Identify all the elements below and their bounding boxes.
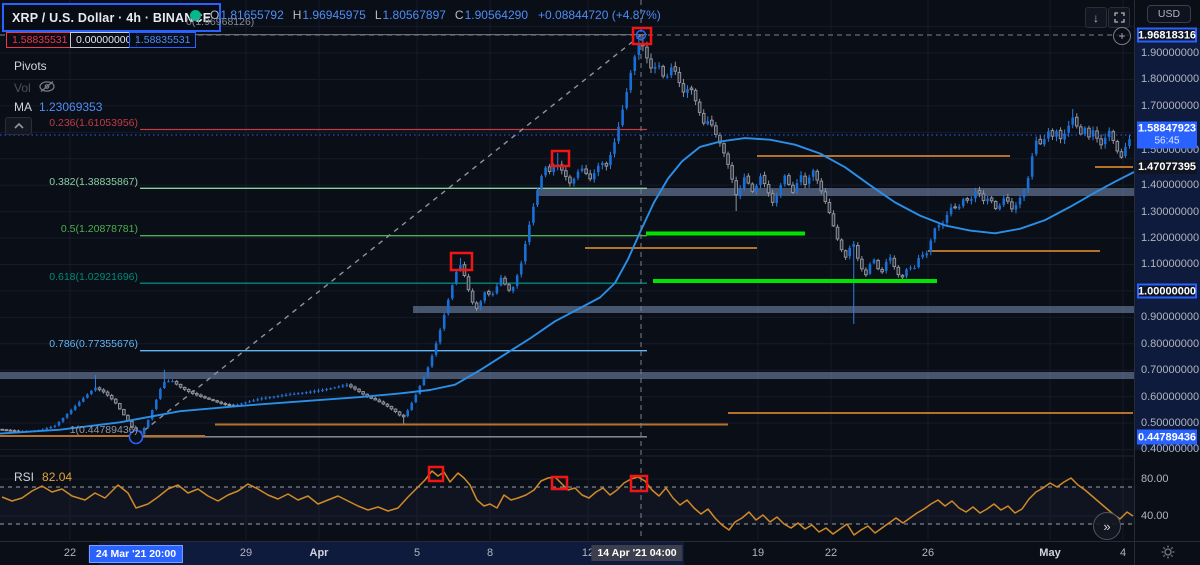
time-tick: 12 [581, 547, 595, 559]
legend-ma[interactable]: MA 1.23069353 [14, 100, 103, 114]
red-annotation-box[interactable] [629, 474, 649, 493]
price-tick: 1.20000000 [1141, 232, 1200, 244]
eye-slash-icon[interactable] [38, 80, 56, 96]
legend-pivots[interactable]: Pivots [14, 59, 47, 73]
legend-volume[interactable]: Vol [14, 80, 56, 96]
chart-canvas[interactable] [0, 0, 1134, 541]
price-tick: 0.50000000 [1141, 417, 1200, 429]
price-tick: 0.60000000 [1141, 391, 1200, 403]
price-label-zero[interactable]: 0.00000000 [70, 32, 138, 48]
time-tick: 22 [824, 547, 838, 559]
price-tick: 1.40000000 [1141, 179, 1200, 191]
low-value: 1.80567897 [382, 8, 446, 22]
current-price-label: 1.58847923 [1137, 122, 1197, 135]
axis-selection-highlight [99, 542, 684, 565]
price-axis-label[interactable]: 0.44789436 [1137, 429, 1197, 445]
gear-icon[interactable] [1161, 545, 1175, 564]
red-annotation-box[interactable] [550, 475, 569, 491]
change-value: +0.08844720 (+4.87%) [538, 8, 661, 22]
price-axis-label[interactable]: 1.00000000 [1137, 283, 1197, 299]
legend-collapse-button[interactable] [5, 117, 32, 135]
pane-collapse-button[interactable]: ↓ [1085, 7, 1107, 28]
price-tick: 1.30000000 [1141, 206, 1200, 218]
fib-level-0-label: 0(1.96968126) [186, 16, 255, 28]
price-tick: 1.70000000 [1141, 100, 1200, 112]
price-label-blue[interactable]: 1.58835531 [129, 32, 197, 48]
time-tick: 4 [1119, 547, 1127, 559]
price-tick: 1.90000000 [1141, 47, 1200, 59]
fib-anchor-handle[interactable] [635, 29, 647, 41]
price-tick: 40.00 [1141, 510, 1169, 522]
axis-settings-corner[interactable] [1134, 541, 1200, 565]
time-axis-label-box[interactable]: 14 Apr '21 04:00 [591, 545, 683, 561]
price-tick: 1.80000000 [1141, 73, 1200, 85]
time-tick: 26 [921, 547, 935, 559]
time-tick: 29 [239, 547, 253, 559]
time-tick: 8 [486, 547, 494, 559]
price-tick: 80.00 [1141, 473, 1169, 485]
open-value: 1.81655792 [220, 8, 284, 22]
fib-anchor-handle[interactable] [128, 429, 144, 445]
price-label-red[interactable]: 1.58835531 [6, 32, 74, 48]
red-annotation-box[interactable] [550, 149, 571, 168]
bar-countdown: 56:45 [1154, 135, 1180, 147]
rsi-value: 82.04 [42, 470, 73, 484]
time-tick: 5 [413, 547, 421, 559]
symbol-ticker-box[interactable]: XRP / U.S. Dollar · 4h · BINANCE [2, 3, 222, 32]
close-value: 1.90564290 [464, 8, 528, 22]
time-axis-label-box[interactable]: 24 Mar '21 20:00 [88, 545, 184, 563]
time-tick: 22 [63, 547, 77, 559]
legend-rsi[interactable]: RSI 82.04 [14, 470, 73, 484]
fib-level-label: 0.5(1.20878781) [60, 223, 138, 236]
price-axis-label[interactable]: 1.47077395 [1137, 160, 1197, 174]
ma-value: 1.23069353 [39, 100, 103, 114]
price-tick: 0.40000000 [1141, 443, 1200, 455]
price-tick: 1.10000000 [1141, 258, 1200, 270]
axis-selection-highlight [1135, 28, 1200, 450]
time-tick: Apr [309, 547, 329, 559]
fib-level-label: 1(0.44789436) [69, 424, 138, 437]
pane-maximize-icon[interactable] [1108, 7, 1130, 28]
price-axis[interactable]: 1.90000000 1.80000000 1.70000000 1.50000000… [1134, 0, 1200, 541]
time-tick: 19 [751, 547, 765, 559]
price-tick: 0.80000000 [1141, 338, 1200, 350]
currency-unit-button[interactable]: USD [1147, 5, 1191, 23]
red-annotation-box[interactable] [427, 465, 445, 483]
add-alert-plus-button[interactable]: + [1113, 27, 1131, 45]
current-price-box[interactable]: 1.58847923 56:45 [1137, 121, 1197, 149]
high-value: 1.96945975 [302, 8, 366, 22]
fib-level-label: 0.786(0.77355676) [49, 338, 138, 351]
fib-level-label: 0.618(1.02921696) [49, 270, 138, 283]
fib-level-label: 0.382(1.38835867) [49, 175, 138, 188]
time-tick: May [1039, 547, 1061, 559]
price-tick: 0.70000000 [1141, 364, 1200, 376]
fib-level-label: 0.236(1.61053956) [49, 117, 138, 129]
price-tick: 0.90000000 [1141, 311, 1200, 323]
ohlc-readout: O1.81655792 H1.96945975 L1.80567897 C1.9… [210, 8, 661, 22]
price-axis-label[interactable]: 1.96818316 [1137, 27, 1197, 43]
red-annotation-box[interactable] [449, 251, 474, 272]
red-annotation-box[interactable] [631, 26, 653, 46]
market-status-dot-icon [190, 10, 201, 21]
time-axis[interactable]: 22 29 Apr 5 8 12 19 22 26 May 4 24 Mar '21 20:00 14 … [0, 541, 1134, 565]
scroll-to-realtime-button[interactable]: » [1093, 512, 1121, 540]
